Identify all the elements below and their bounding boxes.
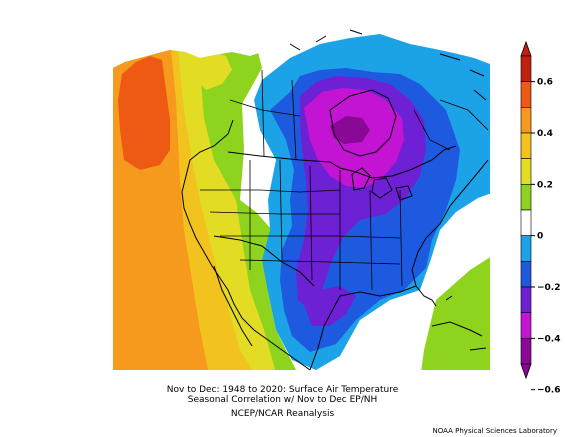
contour-pos-0.5-north — [190, 52, 232, 90]
colorbar-tick-label: 0.2 — [537, 180, 553, 190]
colorbar-swatch — [520, 132, 532, 159]
canada-provinces — [229, 69, 489, 161]
colorbar: 0.6 0.4 0.2 0 −0.2 −0.4 −0.6 — [520, 40, 560, 396]
colorbar-swatch — [520, 312, 532, 339]
credit-text: NOAA Physical Sciences Laboratory — [432, 427, 557, 435]
colorbar-swatch — [520, 235, 532, 262]
coastline-west — [181, 119, 311, 371]
colorbar-swatch — [520, 286, 532, 313]
colorbar-tick-label: −0.6 — [537, 386, 560, 396]
colorbar-swatch — [520, 209, 532, 236]
hudson-bay — [329, 89, 397, 157]
colorbar-swatch — [520, 338, 532, 365]
colorbar-swatch — [520, 55, 532, 82]
arctic-islands — [289, 29, 487, 101]
map-field — [113, 26, 490, 370]
colorbar-bottom-arrow — [520, 363, 532, 380]
great-lakes — [351, 167, 413, 201]
contour-pos-0.2-north — [232, 50, 260, 74]
colorbar-swatch — [520, 81, 532, 108]
contour-neg-0.5 — [330, 116, 370, 144]
state-lines — [200, 159, 403, 291]
colorbar-tick-label: 0 — [537, 232, 543, 242]
border-us-mexico — [213, 235, 315, 287]
caption-line-3: NCEP/NCAR Reanalysis — [230, 409, 335, 419]
map-boundaries — [181, 29, 489, 371]
caption-line-1: Nov to Dec: 1948 to 2020: Surface Air Te… — [166, 385, 399, 395]
coastline-east — [411, 159, 489, 287]
colorbar-swatch — [520, 184, 532, 211]
colorbar-swatch — [520, 107, 532, 134]
caption-line-2: Seasonal Correlation w/ Nov to Dec EP/NH — [187, 395, 378, 405]
caribbean-islands — [431, 295, 487, 351]
coastline-gulf — [309, 285, 437, 371]
colorbar-swatches — [520, 40, 532, 380]
colorbar-tick-label: −0.4 — [537, 334, 560, 344]
colorbar-tick-label: 0.4 — [537, 129, 553, 139]
colorbar-ticks: 0.6 0.4 0.2 0 −0.2 −0.4 −0.6 — [531, 78, 560, 396]
contour-pos-0.6 — [118, 56, 170, 170]
coastline-baja — [213, 265, 253, 347]
border-canada-us — [227, 145, 457, 179]
colorbar-tick-label: −0.2 — [537, 283, 560, 293]
colorbar-swatch — [520, 158, 532, 185]
colorbar-top-arrow — [520, 40, 532, 57]
colorbar-swatch — [520, 261, 532, 288]
colorbar-tick-label: 0.6 — [537, 78, 553, 88]
